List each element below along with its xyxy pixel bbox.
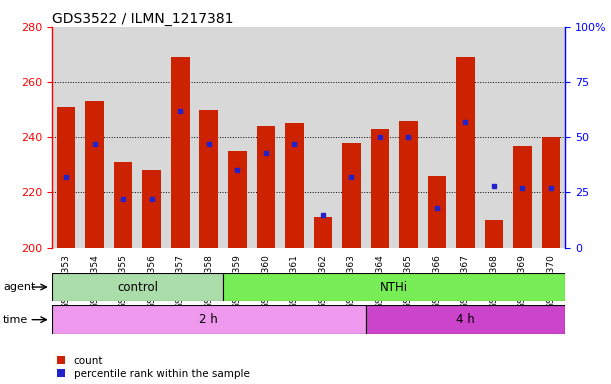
Bar (541, 137, 560, 248)
Bar (536, 27, 565, 248)
Bar (142, 170, 161, 248)
Bar (480, 27, 508, 248)
Bar (513, 146, 532, 248)
Bar (399, 121, 418, 248)
Bar (257, 126, 275, 248)
Bar (342, 143, 360, 248)
Bar (52, 273, 223, 301)
Bar (485, 220, 503, 248)
Bar (194, 27, 223, 248)
Bar (52, 27, 81, 248)
Bar (428, 176, 446, 248)
Legend: count, percentile rank within the sample: count, percentile rank within the sample (57, 356, 250, 379)
Bar (365, 305, 565, 334)
Bar (365, 27, 394, 248)
Text: time: time (3, 314, 28, 325)
Bar (171, 57, 189, 248)
Bar (370, 129, 389, 248)
Bar (52, 305, 365, 334)
Bar (223, 27, 252, 248)
Bar (86, 101, 104, 248)
Bar (508, 27, 536, 248)
Bar (285, 124, 304, 248)
Bar (223, 273, 565, 301)
Bar (313, 217, 332, 248)
Bar (451, 27, 480, 248)
Text: NTHi: NTHi (380, 281, 408, 293)
Bar (423, 27, 451, 248)
Bar (228, 151, 247, 248)
Text: 4 h: 4 h (456, 313, 475, 326)
Bar (252, 27, 280, 248)
Text: GDS3522 / ILMN_1217381: GDS3522 / ILMN_1217381 (52, 12, 233, 25)
Text: 2 h: 2 h (199, 313, 218, 326)
Bar (137, 27, 166, 248)
Bar (280, 27, 309, 248)
Bar (81, 27, 109, 248)
Bar (114, 162, 133, 248)
Bar (109, 27, 137, 248)
Bar (57, 107, 76, 248)
Text: agent: agent (3, 282, 35, 292)
Bar (337, 27, 365, 248)
Bar (394, 27, 423, 248)
Bar (166, 27, 194, 248)
Bar (456, 57, 475, 248)
Bar (199, 110, 218, 248)
Text: control: control (117, 281, 158, 293)
Bar (309, 27, 337, 248)
